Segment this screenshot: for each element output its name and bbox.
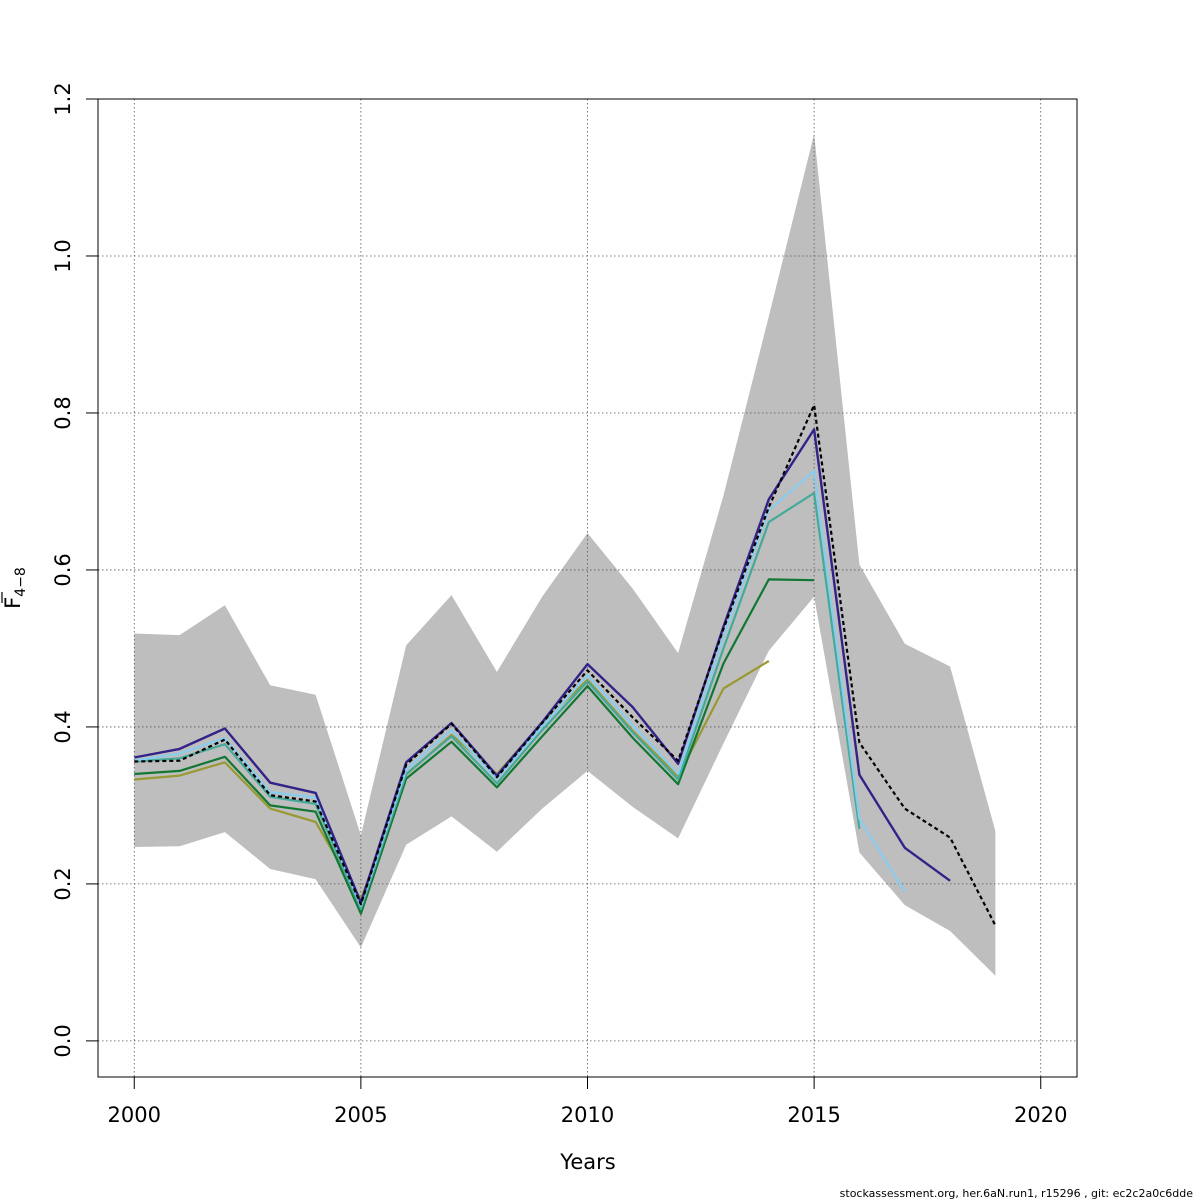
y-tick-label-6: 1.2 <box>51 82 75 115</box>
y-axis-title: F4−8 <box>1 567 29 609</box>
series-line-3 <box>134 469 906 907</box>
confidence-band <box>134 134 996 976</box>
y-tick-label-3: 0.6 <box>51 553 75 586</box>
grid-lines <box>98 98 1077 1077</box>
confidence-band-area <box>134 134 996 976</box>
svg-text:F4−8: F4−8 <box>1 567 29 609</box>
x-tick-label-3: 2015 <box>787 1103 840 1127</box>
y-tick-label-4: 0.8 <box>51 396 75 429</box>
series-lines <box>134 404 997 927</box>
series-line-2 <box>134 491 861 911</box>
series-line-1 <box>134 578 815 915</box>
x-tick-label-2: 2010 <box>561 1103 614 1127</box>
y-axis: 0.0 0.2 0.4 0.6 0.8 1.0 1.2 <box>51 82 99 1058</box>
x-tick-label-4: 2020 <box>1014 1103 1067 1127</box>
series-line-5 <box>134 404 997 927</box>
y-tick-label-5: 1.0 <box>51 239 75 272</box>
y-tick-label-1: 0.2 <box>51 867 75 900</box>
y-axis-title-main: F <box>1 597 25 609</box>
x-tick-label-0: 2000 <box>108 1103 161 1127</box>
series-line-0 <box>134 660 770 901</box>
y-axis-title-subscript: 4−8 <box>13 567 29 597</box>
x-axis-title: Years <box>559 1150 615 1174</box>
y-tick-label-2: 0.4 <box>51 710 75 743</box>
footer-credit: stockassessment.org, her.6aN.run1, r1529… <box>840 1187 1194 1200</box>
x-axis: 2000 2005 2010 2015 2020 <box>108 1076 1067 1127</box>
y-tick-label-0: 0.0 <box>51 1024 75 1057</box>
x-tick-label-1: 2005 <box>334 1103 387 1127</box>
